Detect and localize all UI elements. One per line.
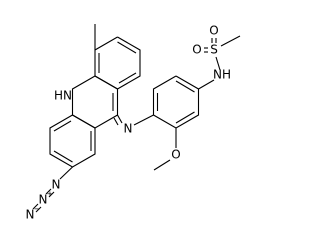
atom-label: S bbox=[210, 43, 218, 57]
atom-label: NH bbox=[213, 68, 231, 82]
atom-charge: − bbox=[34, 205, 41, 214]
atom-label: N bbox=[52, 178, 61, 192]
atom-label: HN bbox=[54, 89, 72, 103]
atom-labels: HN N O NH S O O N N + N − bbox=[26, 24, 231, 222]
atom-label: N bbox=[39, 193, 48, 207]
atom-label: N bbox=[26, 208, 35, 222]
structure-diagram: HN N O NH S O O N N + N − bbox=[0, 0, 263, 222]
background bbox=[0, 0, 263, 221]
atom-label: N bbox=[124, 122, 133, 136]
bonds bbox=[32, 24, 241, 213]
atom-label: O bbox=[209, 24, 218, 38]
atom-charge: + bbox=[47, 190, 54, 199]
atom-label: O bbox=[192, 43, 201, 57]
atom-label: O bbox=[171, 148, 180, 162]
